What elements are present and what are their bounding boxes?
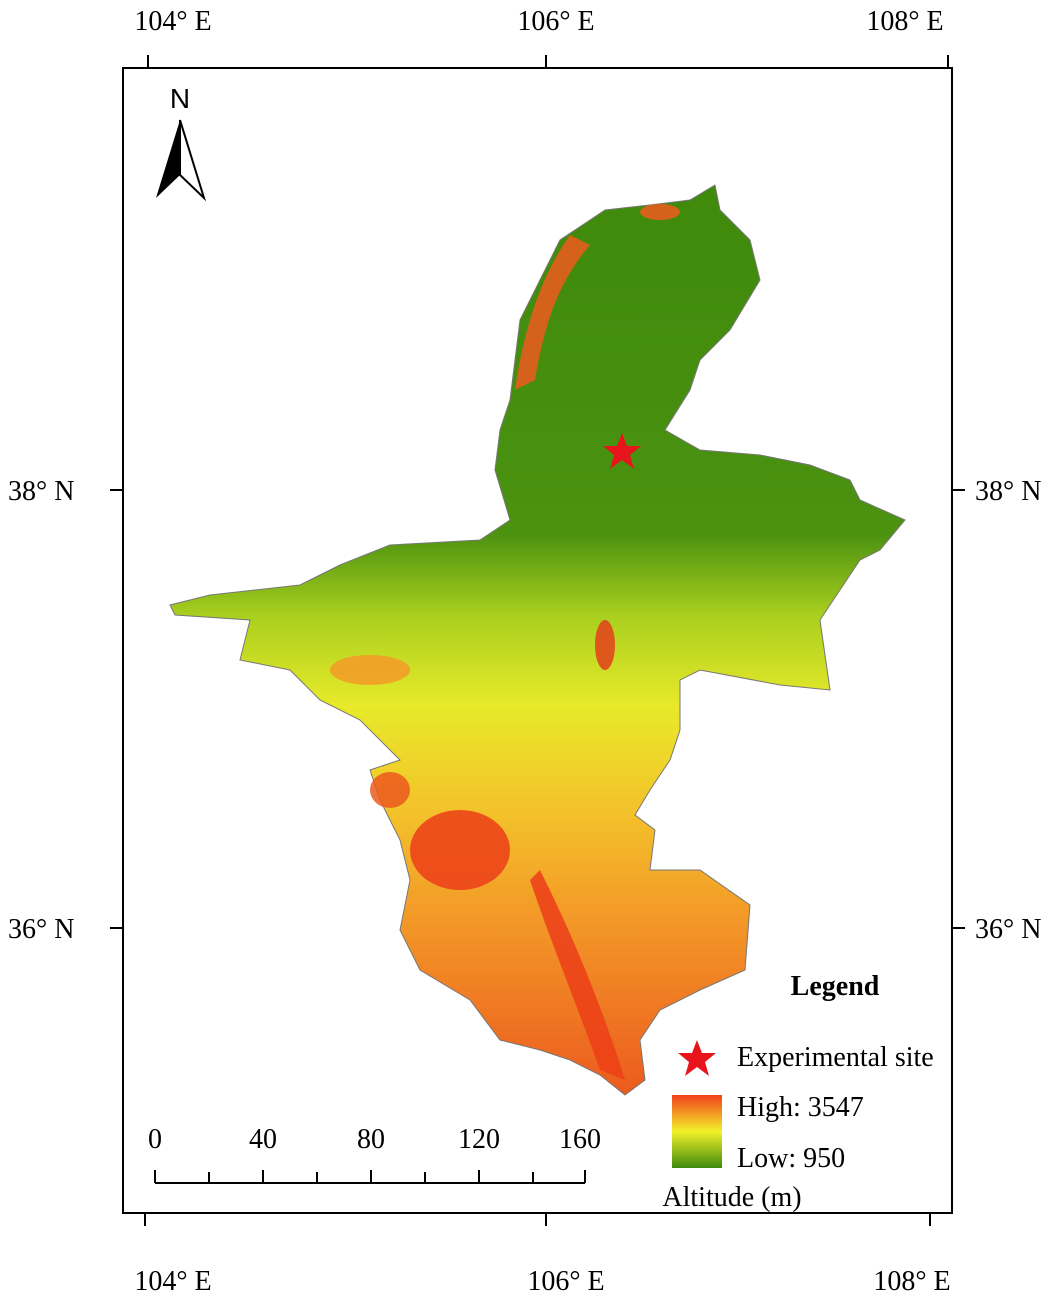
left-tick: 36° N (8, 914, 74, 945)
scale-label: 80 (357, 1124, 385, 1155)
legend-unit: Altitude (m) (662, 1182, 801, 1213)
scale-label: 40 (249, 1124, 277, 1155)
frame (122, 67, 953, 1214)
legend: Legend Experimental site High: 3547 Low:… (662, 971, 933, 1213)
region (169, 184, 906, 1096)
bottom-tick: 106° E (527, 1266, 604, 1297)
left-tick: 38° N (8, 476, 74, 507)
ticks (110, 55, 965, 1226)
right-tick: 38° N (975, 476, 1041, 507)
north-arrow: N (156, 83, 207, 202)
legend-title: Legend (791, 971, 880, 1002)
top-tick: 104° E (134, 6, 211, 37)
legend-site: Experimental site (737, 1042, 934, 1073)
north-label: N (170, 83, 190, 114)
legend-high: High: 3547 (737, 1092, 864, 1123)
scale-label: 160 (559, 1124, 601, 1155)
top-tick: 108° E (866, 6, 943, 37)
bottom-tick: 104° E (134, 1266, 211, 1297)
legend-low: Low: 950 (737, 1143, 845, 1174)
scale-bar (154, 1170, 586, 1184)
bottom-tick: 108° E (873, 1266, 950, 1297)
relief (330, 204, 680, 1080)
scale-label: 120 (458, 1124, 500, 1155)
scale-label: 0 (148, 1124, 162, 1155)
experimental-site (603, 433, 641, 469)
right-tick: 36° N (975, 914, 1041, 945)
top-tick: 106° E (517, 6, 594, 37)
